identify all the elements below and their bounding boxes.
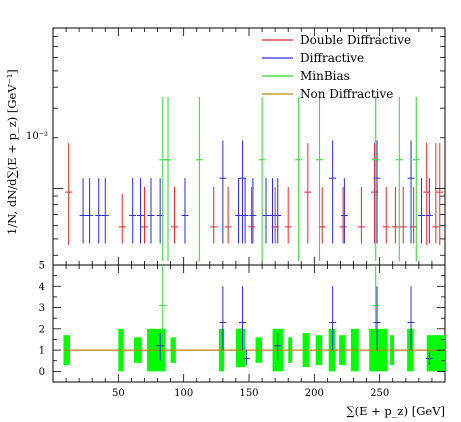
data-point-minbias (412, 96, 420, 261)
data-point-double-diffractive (224, 186, 232, 244)
data-point-diffractive (181, 178, 189, 244)
data-point-double-diffractive (284, 186, 292, 244)
data-point-minbias (258, 96, 266, 261)
data-point-minbias (395, 96, 403, 261)
data-point-diffractive (274, 178, 282, 244)
data-point-diffractive (129, 178, 137, 244)
uncertainty-band-bin (235, 328, 246, 368)
ratio-point-minbias (159, 265, 167, 340)
ratio-point-diffractive (274, 333, 282, 361)
legend-label-non-diffractive: Non Diffractive (300, 87, 393, 101)
ratio-point-diffractive (425, 352, 433, 365)
ratio-point-diffractive (242, 350, 250, 365)
ratio-y-tick-label: 5 (39, 261, 45, 272)
data-point-double-diffractive (304, 143, 312, 244)
x-tick-label: 100 (174, 388, 193, 399)
data-point-double-diffractive (171, 186, 179, 244)
ratio-point-diffractive (329, 286, 337, 351)
data-point-double-diffractive (432, 143, 440, 244)
ratio-y-tick-label: 4 (39, 282, 45, 293)
legend-label-diffractive: Diffractive (300, 51, 364, 65)
ratio-y-tick-label: 1 (39, 346, 45, 357)
data-point-double-diffractive (382, 186, 390, 244)
legend-label-double-diffractive: Double Diffractive (300, 33, 411, 47)
x-tick-label: 150 (239, 388, 258, 399)
data-point-minbias (195, 96, 203, 261)
ratio-y-tick-label: 2 (39, 324, 45, 335)
ratio-point-diffractive (219, 286, 227, 351)
data-point-diffractive (219, 140, 227, 244)
x-axis-title: ∑(E + p_z) [GeV] (346, 404, 445, 418)
data-point-diffractive (417, 178, 425, 244)
legend: Double Diffractive Diffractive MinBias N… (262, 33, 411, 101)
ratio-panel-marks (63, 265, 445, 365)
main-panel-marks (65, 96, 444, 261)
data-point-diffractive (147, 178, 155, 244)
data-point-minbias (295, 96, 303, 261)
data-point-diffractive (425, 178, 433, 244)
main-y-axis-title: 1/N, dN/d∑(E + p_z) [GeV⁻¹] (5, 69, 19, 235)
ratio-point-minbias (372, 265, 380, 340)
ratio-point-diffractive (407, 286, 415, 351)
x-tick-label: 250 (370, 388, 389, 399)
data-point-diffractive (407, 140, 415, 244)
x-tick-label: 200 (305, 388, 324, 399)
data-point-minbias (164, 96, 172, 261)
ratio-y-tick-label: 3 (39, 303, 45, 314)
data-point-minbias (372, 96, 380, 261)
ratio-point-diffractive (238, 286, 246, 351)
ratio-y-tick-label: 0 (39, 367, 45, 378)
data-point-diffractive (249, 178, 257, 244)
data-point-double-diffractive (436, 143, 444, 246)
data-point-diffractive (340, 178, 348, 244)
data-point-double-diffractive (118, 193, 126, 244)
data-point-diffractive (235, 178, 243, 244)
data-point-diffractive (329, 140, 337, 244)
data-point-double-diffractive (399, 186, 407, 244)
data-point-double-diffractive (210, 186, 218, 244)
ratio-point-diffractive (156, 333, 164, 361)
axes-ticks: 50 100 150 200 250 0 1 2 3 4 5 (39, 27, 445, 399)
uncertainty-band-bin (426, 335, 445, 372)
data-point-diffractive (95, 178, 103, 244)
data-point-double-diffractive (357, 186, 365, 244)
data-point-diffractive (241, 178, 249, 244)
data-point-diffractive (262, 178, 270, 244)
data-point-diffractive (86, 178, 94, 244)
data-point-diffractive (101, 178, 109, 244)
data-point-double-diffractive (140, 186, 148, 244)
data-point-diffractive (137, 178, 145, 244)
data-point-minbias (316, 96, 324, 261)
data-point-diffractive (79, 178, 87, 244)
data-point-double-diffractive (391, 186, 399, 244)
main-ytick-label: 10⁻² (26, 131, 48, 142)
data-point-double-diffractive (65, 143, 73, 246)
data-point-diffractive (373, 140, 381, 244)
legend-label-minbias: MinBias (300, 69, 350, 83)
ratio-point-diffractive (373, 286, 381, 351)
x-tick-label: 50 (112, 388, 125, 399)
